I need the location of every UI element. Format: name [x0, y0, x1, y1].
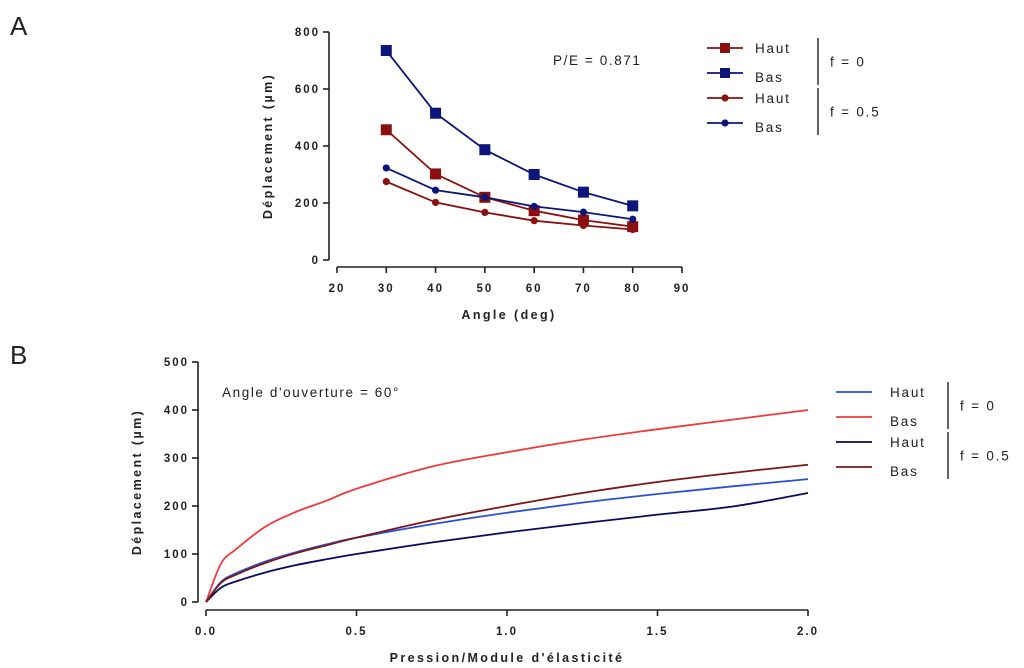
panel-b-legend-label: Haut [890, 385, 926, 400]
panel-a-y-tick-label: 0 [312, 255, 320, 267]
panel-a-y-tick-label: 800 [295, 27, 320, 39]
panel-a-data-point [431, 198, 440, 207]
panel-a-data-point [579, 221, 588, 230]
panel-a-legend-marker [721, 119, 729, 127]
panel-a-data-point [430, 107, 442, 119]
panel-b-x-tick-label: 1.0 [496, 626, 518, 638]
panel-a-legend-label: Haut [755, 91, 791, 106]
panel-b-annotation: Angle d'ouverture = 60° [222, 385, 400, 400]
panel-a-series-line-1 [385, 49, 633, 207]
panel-b-series-line-0 [205, 478, 809, 603]
panel-b: B 0 100 200 300 400 500 0.0 0.5 1.0 1.5 2.0 Angle … [10, 340, 1011, 665]
panel-b-x-tick-label: 1.5 [647, 626, 669, 638]
panel-b-y-tick-label: 500 [164, 357, 189, 369]
panel-a-x-axis-label: Angle (deg) [461, 308, 556, 322]
panel-a: A 0 200 400 600 800 20 30 40 50 60 70 80 90 P/E = 0.… [10, 11, 881, 322]
panel-a-legend-label: Bas [755, 120, 784, 135]
panel-b-x-tick-label: 0.5 [346, 626, 368, 638]
panel-b-y-tick-label: 200 [164, 501, 189, 513]
panel-b-legend-label: Haut [890, 435, 926, 450]
panel-b-series-line-1 [205, 409, 809, 603]
panel-a-data-point [479, 144, 491, 156]
panel-a-x-tick-label: 70 [575, 283, 592, 295]
panel-a-legend-marker [720, 43, 730, 53]
panel-a-data-point [382, 164, 390, 172]
panel-a-data-point [382, 178, 390, 186]
panel-a-legend-group-label: f = 0.5 [830, 105, 881, 120]
panel-a-legend-marker [721, 94, 729, 102]
panel-b-y-tick-label: 300 [164, 453, 189, 465]
panel-a-data-point [481, 208, 489, 217]
panel-a-legend-label: Haut [755, 41, 791, 56]
panel-a-x-tick-label: 20 [329, 283, 346, 295]
panel-b-legend-label: Bas [890, 414, 919, 429]
panel-a-data-point [627, 200, 639, 212]
panel-a-data-point [577, 214, 589, 226]
panel-a-y-tick-label: 600 [295, 84, 320, 96]
panel-a-data-point [629, 225, 637, 234]
panel-b-legend-group-label: f = 0.5 [960, 449, 1011, 464]
panel-a-data-point [528, 205, 540, 217]
panel-b-y-axis-label: Déplacement (µm) [130, 409, 144, 555]
panel-a-series-line-3 [385, 167, 633, 221]
panel-a-annotation: P/E = 0.871 [553, 53, 642, 68]
panel-b-series-line-3 [205, 463, 809, 603]
panel-a-data-point [577, 186, 589, 198]
panel-a-series-line-2 [385, 180, 633, 231]
panel-a-x-tick-label: 40 [427, 283, 444, 295]
panel-a-data-point [528, 169, 540, 180]
panel-a-y-axis-label: Déplacement (µm) [261, 73, 275, 219]
panel-a-x-tick-label: 60 [526, 283, 543, 295]
panel-a-y-tick-label: 200 [295, 198, 320, 210]
panel-a-x-tick-label: 30 [378, 283, 395, 295]
panel-b-y-tick-label: 0 [181, 597, 189, 609]
panel-a-data-point [629, 215, 637, 223]
panel-a-y-tick-label: 400 [295, 141, 320, 153]
panel-a-legend-marker [720, 68, 730, 78]
panel-a-letter: A [10, 11, 28, 41]
panel-b-x-tick-label: 0.0 [195, 626, 217, 638]
panel-a-data-point [579, 208, 588, 216]
panel-b-legend-group-label: f = 0 [960, 399, 996, 414]
panel-a-series-line-0 [385, 129, 633, 228]
panel-a-x-tick-label: 90 [674, 283, 691, 295]
panel-a-data-point [530, 202, 538, 211]
panel-a-legend: Haut Bas Haut Bas f = 0 f = 0.5 [707, 38, 881, 135]
panel-a-data-point [431, 186, 440, 194]
panel-b-x-axis-label: Pression/Module d'élasticité [390, 651, 625, 665]
panel-b-y-tick-label: 400 [164, 405, 189, 417]
panel-a-x-tick-label: 80 [624, 283, 641, 295]
panel-b-x-tick-label: 2.0 [797, 626, 819, 638]
panel-b-series-line-2 [205, 492, 809, 603]
panel-a-data-point [380, 45, 392, 57]
panel-a-x-tick-label: 50 [476, 283, 493, 295]
panel-b-letter: B [10, 340, 27, 370]
panel-a-data-point [481, 193, 489, 201]
panel-a-data-point [430, 168, 442, 180]
panel-a-data-point [530, 217, 538, 225]
panel-b-legend: Haut Bas Haut Bas f = 0 f = 0.5 [836, 382, 1011, 479]
panel-b-legend-label: Bas [890, 464, 919, 479]
panel-b-y-tick-label: 100 [164, 549, 189, 561]
panel-a-data-point [380, 124, 392, 136]
panel-a-legend-group-label: f = 0 [830, 55, 866, 70]
panel-a-legend-label: Bas [755, 70, 784, 85]
